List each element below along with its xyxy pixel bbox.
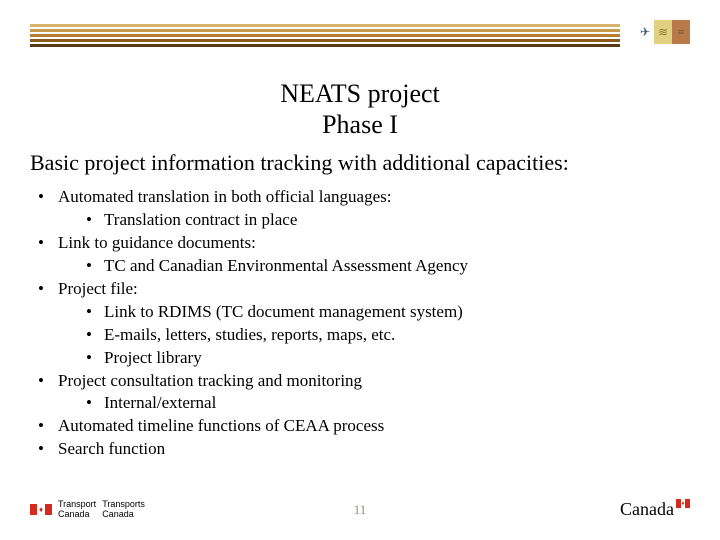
sub-list: TC and Canadian Environmental Assessment… (58, 255, 690, 278)
list-item: E-mails, letters, studies, reports, maps… (58, 324, 690, 347)
wordmark-text: Canada (620, 499, 674, 520)
list-item-text: TC and Canadian Environmental Assessment… (104, 256, 468, 275)
list-item-text: Translation contract in place (104, 210, 297, 229)
list-item-text: Project library (104, 348, 202, 367)
header-stripes (30, 24, 690, 47)
title-block: NEATS project Phase I (0, 78, 720, 140)
list-item-text: Automated timeline functions of CEAA pro… (58, 416, 384, 435)
bullet-list: Automated translation in both official l… (30, 186, 690, 461)
header-stripe (30, 24, 620, 27)
list-item-text: Link to guidance documents: (58, 233, 256, 252)
bullets-root: Automated translation in both official l… (30, 186, 690, 461)
header-stripe (30, 39, 620, 42)
list-item-text: Automated translation in both official l… (58, 187, 391, 206)
header-icon-group: ✈≋≡ (636, 20, 690, 44)
list-item-text: Link to RDIMS (TC document management sy… (104, 302, 463, 321)
list-item-text: Project consultation tracking and monito… (58, 371, 362, 390)
list-item: Project consultation tracking and monito… (30, 370, 690, 416)
title-line-2: Phase I (0, 109, 720, 140)
header-stripe (30, 34, 620, 37)
footer: ♦ Transport Canada Transports Canada Can… (30, 499, 690, 520)
list-item: Search function (30, 438, 690, 461)
dept-en-line2: Canada (58, 510, 96, 520)
list-item: Automated timeline functions of CEAA pro… (30, 415, 690, 438)
list-item-text: Search function (58, 439, 165, 458)
list-item-text: Project file: (58, 279, 138, 298)
header-stripe (30, 29, 620, 32)
header-icon-box: ≋ (654, 20, 672, 44)
header-decoration: ✈≋≡ (30, 24, 690, 47)
list-item: TC and Canadian Environmental Assessment… (58, 255, 690, 278)
list-item: Automated translation in both official l… (30, 186, 690, 232)
list-item: Project file: Link to RDIMS (TC document … (30, 278, 690, 370)
department-en: Transport Canada (58, 500, 96, 520)
header-icon-box: ≡ (672, 20, 690, 44)
wordmark-flag-icon: ♦ (676, 499, 690, 508)
list-item: Link to RDIMS (TC document management sy… (58, 301, 690, 324)
title-line-1: NEATS project (0, 78, 720, 109)
subtitle: Basic project information tracking with … (30, 150, 569, 176)
header-icon-box: ✈ (636, 20, 654, 44)
list-item: Translation contract in place (58, 209, 690, 232)
footer-left: ♦ Transport Canada Transports Canada (30, 500, 145, 520)
list-item-text: E-mails, letters, studies, reports, maps… (104, 325, 395, 344)
header-stripe (30, 44, 620, 47)
canada-flag-icon: ♦ (30, 504, 52, 515)
sub-list: Internal/external (58, 392, 690, 415)
sub-list: Link to RDIMS (TC document management sy… (58, 301, 690, 370)
list-item: Internal/external (58, 392, 690, 415)
list-item: Project library (58, 347, 690, 370)
dept-fr-line2: Canada (102, 510, 145, 520)
list-item: Link to guidance documents: TC and Canadi… (30, 232, 690, 278)
department-fr: Transports Canada (102, 500, 145, 520)
list-item-text: Internal/external (104, 393, 216, 412)
sub-list: Translation contract in place (58, 209, 690, 232)
canada-wordmark: Canada ♦ (620, 499, 690, 520)
